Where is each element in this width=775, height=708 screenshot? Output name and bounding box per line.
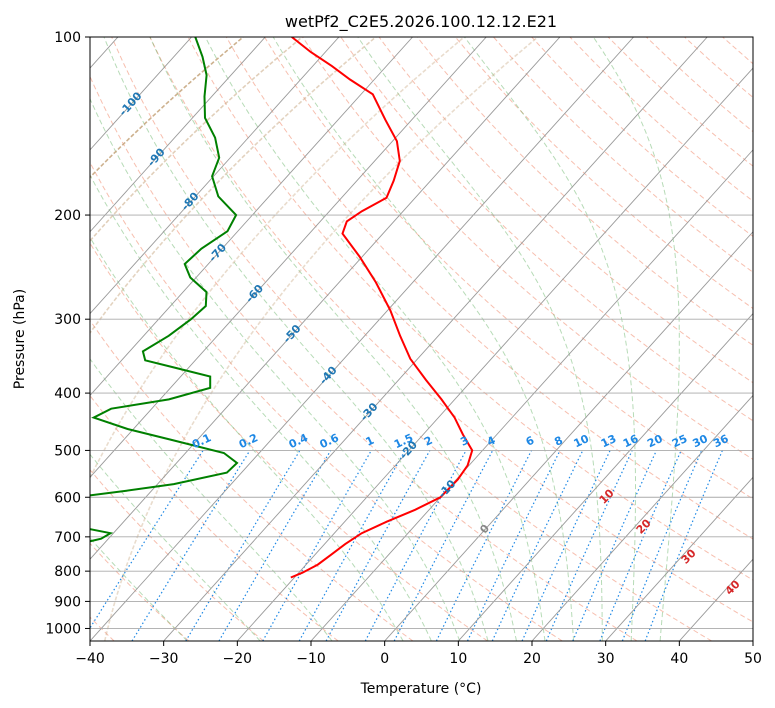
isotherm-line bbox=[90, 37, 192, 151]
mixing-ratio-line bbox=[621, 450, 703, 641]
mixing-ratio-label: 13 bbox=[599, 432, 618, 450]
y-tick-label: 800 bbox=[54, 564, 81, 580]
moist-adiabat bbox=[90, 236, 404, 641]
mixing-ratio-label: 10 bbox=[572, 432, 592, 450]
isotherm-line bbox=[90, 37, 561, 560]
y-axis-label: Pressure (hPa) bbox=[12, 289, 28, 389]
dewpoint-line bbox=[90, 37, 239, 543]
isotherm-line bbox=[752, 640, 753, 641]
dry-adiabat bbox=[90, 242, 488, 641]
x-tick-label: 20 bbox=[523, 651, 541, 667]
isotherm-line bbox=[531, 394, 753, 641]
x-axis: −40 −30 −20 −10 0 10 20 30 40 50 bbox=[75, 641, 762, 667]
y-tick-label: 300 bbox=[54, 312, 81, 328]
isotherm-line bbox=[605, 476, 753, 641]
isotherm-line bbox=[310, 149, 753, 641]
moist-adiabat bbox=[90, 173, 432, 641]
mixing-ratio-line bbox=[644, 450, 723, 641]
y-tick-label: 100 bbox=[54, 30, 81, 46]
moist-adiabat bbox=[90, 453, 261, 641]
profiles bbox=[90, 37, 474, 579]
isotherm-line bbox=[90, 37, 413, 397]
isotherm-line bbox=[457, 312, 753, 641]
dry-adiabat bbox=[90, 75, 638, 641]
mixing-ratio-line bbox=[572, 450, 658, 641]
mixing-ratio-label: 20 bbox=[645, 432, 665, 450]
mixing-ratio-line bbox=[435, 450, 533, 641]
dry-adiabat bbox=[761, 37, 775, 641]
x-axis-label: Temperature (°C) bbox=[360, 681, 482, 697]
moist-adiabat bbox=[90, 358, 333, 641]
dry-adiabat bbox=[111, 37, 712, 641]
moist-adiabat bbox=[149, 37, 517, 641]
temperature-line bbox=[290, 37, 474, 579]
y-tick-label: 500 bbox=[54, 443, 81, 459]
moist-adiabat bbox=[90, 97, 461, 641]
moist-adiabat bbox=[204, 37, 546, 641]
dry-adiabat bbox=[416, 37, 753, 346]
isotherm-line bbox=[384, 231, 753, 641]
y-tick-label: 700 bbox=[54, 530, 81, 546]
isotherm-line bbox=[236, 67, 753, 641]
x-tick-label: 40 bbox=[670, 651, 688, 667]
x-tick-label: 0 bbox=[380, 651, 389, 667]
isotherm-line bbox=[163, 37, 708, 641]
mixing-ratio-label: 25 bbox=[670, 432, 689, 450]
dry-adiabat bbox=[455, 37, 753, 310]
moist-adiabat bbox=[357, 37, 603, 641]
y-tick-label: 600 bbox=[54, 490, 81, 506]
chart-title: wetPf2_C2E5.2026.100.12.12.E21 bbox=[285, 12, 557, 32]
moist-adiabat bbox=[272, 37, 575, 641]
dry-adiabat bbox=[187, 37, 753, 581]
mixing-ratio-line bbox=[545, 450, 633, 641]
moist-adiabat bbox=[103, 37, 489, 641]
mixing-ratio-line bbox=[298, 450, 406, 641]
x-tick-label: −10 bbox=[296, 651, 326, 667]
plot-area bbox=[90, 37, 753, 641]
x-tick-label: 30 bbox=[597, 651, 615, 667]
dry-adiabat bbox=[264, 37, 753, 500]
plot-frame bbox=[89, 36, 754, 642]
reference-curve bbox=[90, 37, 465, 480]
y-tick-label: 900 bbox=[54, 594, 81, 610]
y-axis: 100 200 300 400 500 600 700 800 900 1000 bbox=[45, 30, 90, 637]
mixing-ratio-line bbox=[90, 450, 204, 630]
mixing-ratio-label: 36 bbox=[711, 432, 731, 450]
dry-adiabat bbox=[90, 161, 563, 641]
grid-lines bbox=[90, 37, 753, 641]
mixing-ratio-line bbox=[262, 450, 372, 641]
x-tick-label: −30 bbox=[149, 651, 179, 667]
x-tick-label: 50 bbox=[744, 651, 762, 667]
y-tick-label: 400 bbox=[54, 386, 81, 402]
mixing-ratio-label: 16 bbox=[621, 432, 641, 450]
x-tick-label: −40 bbox=[75, 651, 105, 667]
dry-adiabat bbox=[340, 37, 753, 422]
moist-adiabat bbox=[90, 537, 188, 641]
moist-adiabat bbox=[592, 37, 680, 641]
moist-adiabat bbox=[464, 37, 636, 641]
isotherm-line bbox=[90, 37, 340, 315]
y-tick-label: 200 bbox=[54, 208, 81, 224]
y-tick-label: 1000 bbox=[45, 621, 81, 637]
isotherm-line bbox=[90, 37, 634, 641]
mixing-ratio-line bbox=[325, 450, 431, 641]
dry-adiabat bbox=[149, 37, 753, 623]
mixing-ratio-label: 30 bbox=[691, 432, 711, 450]
x-tick-label: −20 bbox=[223, 651, 253, 667]
dry-adiabat bbox=[90, 469, 264, 641]
mixing-ratio-line bbox=[599, 450, 682, 641]
isotherm-line bbox=[90, 37, 266, 233]
reference-curve bbox=[90, 37, 377, 335]
x-tick-label: 10 bbox=[449, 651, 467, 667]
